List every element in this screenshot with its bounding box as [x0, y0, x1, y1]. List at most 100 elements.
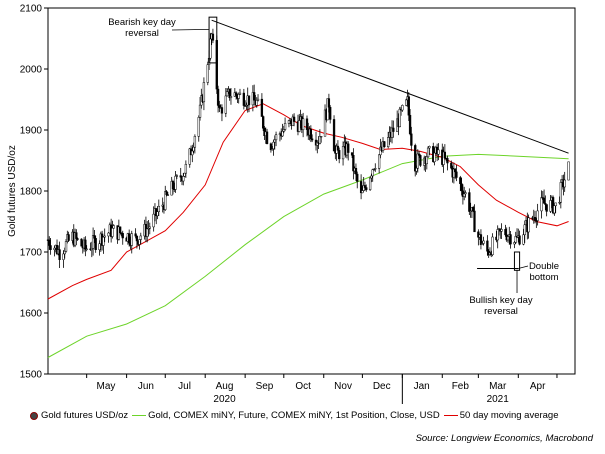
candle-body [119, 226, 122, 234]
bullish-reversal-box [513, 251, 521, 271]
candle-body [206, 64, 209, 83]
candle-body [504, 229, 507, 236]
candle-body [332, 119, 336, 152]
candle-body [234, 92, 238, 96]
candle-body [63, 250, 66, 255]
candle-body [401, 105, 404, 111]
candle-body [450, 162, 453, 169]
x-tick-label: Jun [138, 381, 154, 392]
candle-body [262, 116, 265, 129]
candle-body [183, 172, 186, 177]
candle-body [542, 197, 546, 204]
candle-body [260, 98, 264, 117]
annotation-bearish-reversal: Bearish key day [108, 17, 176, 28]
candle-body [174, 175, 177, 190]
candle-body [202, 82, 206, 103]
candle-body [64, 241, 68, 252]
candle-body [130, 233, 133, 246]
candle-body [198, 104, 202, 118]
candle-body [283, 123, 287, 130]
candle-body [175, 175, 179, 177]
candle-body [482, 240, 485, 244]
candle-body [209, 38, 212, 59]
candle-body [559, 182, 562, 203]
candle-body [567, 161, 570, 181]
candle-body [237, 94, 240, 99]
bearish-trendline [211, 19, 569, 154]
bearish-reversal-box [208, 16, 218, 64]
candle-body [67, 234, 70, 241]
candle-body [218, 105, 221, 108]
legend-item-comex: Gold, COMEX miNY, Future, COMEX miNY, 1s… [132, 410, 440, 421]
candle-body [94, 238, 97, 251]
candle-body [408, 114, 412, 135]
y-tick-label: 2000 [20, 65, 43, 76]
candle-body [327, 98, 331, 108]
candle-body [437, 149, 440, 155]
legend-item-50dma: 50 day moving average [443, 410, 559, 421]
x-tick-label: Mar [489, 381, 507, 392]
candle-body [545, 204, 548, 212]
candle-body [371, 169, 374, 177]
y-tick-label: 2100 [20, 4, 43, 15]
candle-body [188, 148, 191, 165]
candle-body [273, 139, 276, 143]
candle-body [433, 152, 436, 163]
candle-body [352, 155, 355, 172]
candle-body [76, 238, 79, 240]
x-tick-label: Nov [334, 381, 352, 392]
candle-body [544, 203, 547, 205]
legend-label-50dma: 50 day moving average [459, 410, 559, 421]
candle-body [310, 138, 314, 141]
candle-body [193, 136, 197, 148]
annotation-bearish-pointer [171, 28, 210, 31]
candle-body [370, 175, 373, 179]
candle-body [138, 239, 141, 245]
candle-body [374, 168, 377, 170]
candle-body [463, 193, 466, 197]
candle-body [428, 146, 431, 149]
candle-body [491, 236, 494, 256]
candle-body [554, 202, 557, 207]
candle-body [533, 217, 537, 221]
candle-body [309, 128, 313, 140]
candle-body [336, 145, 340, 151]
candle-body [473, 210, 476, 233]
candle-body [191, 150, 194, 156]
x-year-label: 2020 [213, 394, 236, 405]
candle-body [139, 235, 142, 240]
candle-body [135, 235, 139, 242]
candle-body [460, 183, 463, 192]
candle-body [225, 91, 229, 97]
candle-body [459, 177, 462, 185]
candle-body [211, 33, 215, 41]
candle-body [455, 171, 458, 178]
candle-body [479, 234, 483, 245]
candle-body [62, 253, 65, 260]
candle-body [305, 118, 309, 130]
candle-body [93, 235, 96, 239]
candle-body [281, 131, 284, 137]
candle-body [500, 229, 503, 232]
candle-body [80, 238, 83, 247]
candle-body [298, 120, 301, 132]
annotation-bullish-reversal: reversal [484, 306, 518, 317]
candle-body [414, 145, 417, 172]
candle-body [549, 200, 552, 212]
candle-body [320, 136, 323, 138]
series-50dma-line [47, 103, 569, 300]
candle-body [363, 185, 367, 188]
legend-item-gold-futures: Gold futures USD/oz [30, 410, 128, 421]
candle-body [48, 239, 51, 246]
candle-body [425, 156, 428, 165]
candle-body [107, 232, 110, 237]
candle-body [265, 131, 269, 144]
candle-body [49, 245, 52, 250]
candle-body [156, 211, 159, 217]
candle-body [426, 147, 430, 158]
candle-body [486, 240, 489, 252]
y-tick-label: 1700 [20, 248, 43, 259]
candle-body [318, 136, 322, 144]
x-tick-label: Dec [373, 381, 391, 392]
